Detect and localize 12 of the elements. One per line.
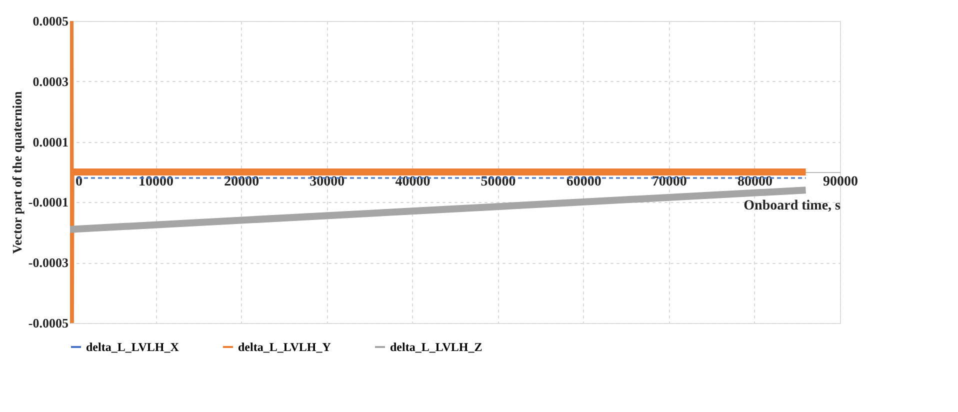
y-tick-label: -0.0005: [28, 316, 69, 330]
y-tick-label: 0.0003: [32, 74, 69, 89]
legend-label: delta_L_LVLH_X: [86, 340, 180, 354]
x-axis-title: Onboard time, s: [744, 198, 842, 214]
y-tick-label: 0.0001: [32, 134, 68, 150]
y-tick-label: -0.0003: [28, 255, 69, 270]
y-tick-label: -0.0001: [28, 194, 68, 210]
legend-label: delta_L_LVLH_Z: [390, 340, 482, 354]
legend-label: delta_L_LVLH_Y: [238, 340, 332, 354]
y-tick-label: 0.0005: [32, 14, 69, 28]
y-axis-title: Vector part of the quaternion: [9, 90, 24, 254]
x-tick-label: 90000: [823, 174, 858, 190]
